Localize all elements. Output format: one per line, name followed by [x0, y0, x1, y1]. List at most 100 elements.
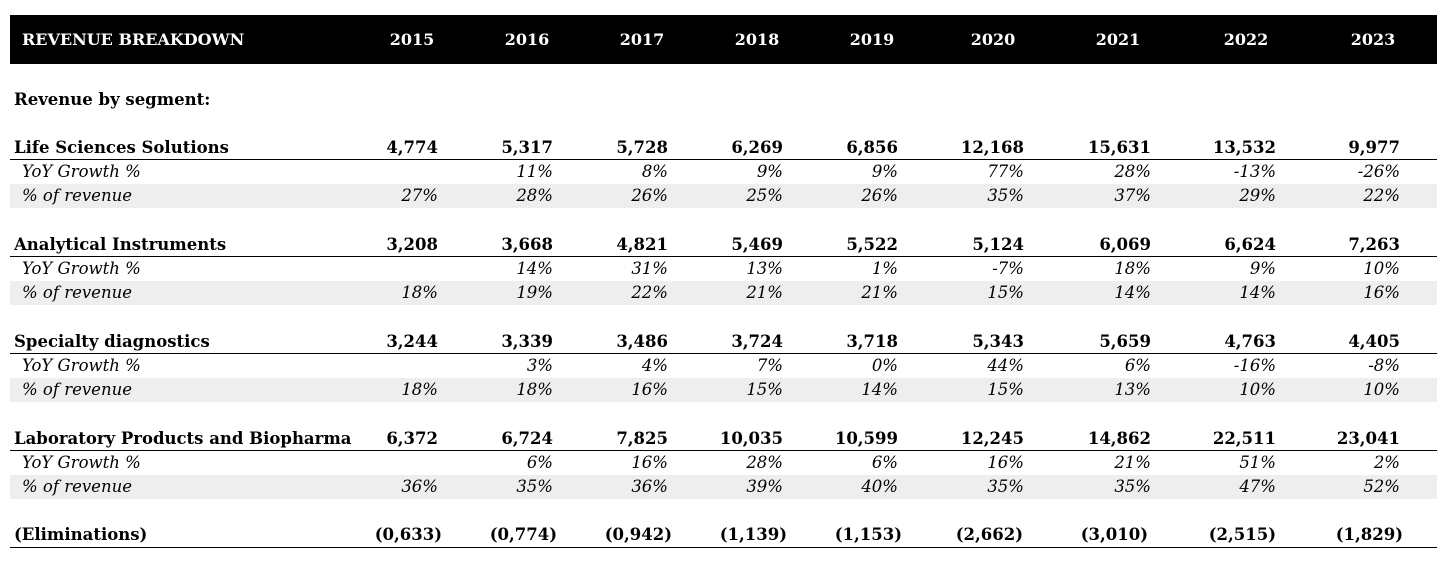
revenue-share-value: 36% [401, 477, 438, 496]
eliminations-value: (2,515) [1208, 525, 1276, 544]
year-header: 2021 [1095, 30, 1141, 49]
yoy-growth-row: YoY Growth % 3% 4% 7% 0% 44% 6% -16% -8% [10, 354, 1437, 378]
revenue-share-value: 40% [861, 477, 898, 496]
revenue-share-value: 29% [1239, 186, 1276, 205]
revenue-value: 7,825 [616, 429, 668, 448]
yoy-growth-value: 9% [1249, 259, 1276, 278]
yoy-growth-value: 7% [756, 356, 783, 375]
yoy-growth-value: 21% [1114, 453, 1151, 472]
yoy-growth-label: YoY Growth % [22, 259, 141, 278]
revenue-share-value: 27% [401, 186, 438, 205]
table-title: REVENUE BREAKDOWN [22, 30, 245, 49]
revenue-share-row: % of revenue 18% 18% 16% 15% 14% 15% 13% 10% 10% [10, 378, 1437, 402]
revenue-share-label: % of revenue [22, 186, 132, 205]
revenue-share-value: 16% [1363, 283, 1400, 302]
revenue-share-value: 52% [1363, 477, 1400, 496]
yoy-growth-value: 44% [987, 356, 1024, 375]
yoy-growth-value: 31% [631, 259, 668, 278]
segment-revenue-row: Laboratory Products and Biopharma Se 6,37… [10, 427, 1437, 451]
yoy-growth-value: 77% [987, 162, 1024, 181]
revenue-share-value: 39% [746, 477, 783, 496]
revenue-breakdown-table: REVENUE BREAKDOWN 2015 2016 2017 2018 20… [10, 15, 1437, 548]
revenue-value: 22,511 [1212, 429, 1276, 448]
revenue-value: 15,631 [1087, 138, 1151, 157]
yoy-growth-value: 51% [1239, 453, 1276, 472]
segment-name: Specialty diagnostics [14, 332, 210, 351]
revenue-share-value: 21% [861, 283, 898, 302]
revenue-value: 23,041 [1336, 429, 1400, 448]
yoy-growth-value: 6% [1124, 356, 1151, 375]
revenue-value: 5,469 [731, 235, 783, 254]
eliminations-value: (1,139) [719, 525, 787, 544]
revenue-share-value: 47% [1239, 477, 1276, 496]
revenue-share-value: 35% [987, 186, 1024, 205]
revenue-share-value: 15% [746, 380, 783, 399]
segment-name: Life Sciences Solutions [14, 138, 229, 157]
yoy-growth-value: 4% [641, 356, 668, 375]
yoy-growth-value: 14% [516, 259, 553, 278]
revenue-share-value: 14% [1239, 283, 1276, 302]
segment-name: Laboratory Products and Biopharma Se [14, 429, 356, 448]
yoy-growth-value: -8% [1368, 356, 1400, 375]
yoy-growth-label: YoY Growth % [22, 453, 141, 472]
revenue-share-value: 22% [631, 283, 668, 302]
yoy-growth-row: YoY Growth % 14% 31% 13% 1% -7% 18% 9% 10% [10, 257, 1437, 281]
revenue-value: 10,035 [719, 429, 783, 448]
revenue-share-row: % of revenue 36% 35% 36% 39% 40% 35% 35% 47% 52% [10, 475, 1437, 499]
year-header: 2017 [619, 30, 665, 49]
yoy-growth-value: 28% [1114, 162, 1151, 181]
yoy-growth-value: 10% [1363, 259, 1400, 278]
yoy-growth-value: -26% [1357, 162, 1400, 181]
revenue-value: 4,405 [1348, 332, 1400, 351]
revenue-share-value: 35% [987, 477, 1024, 496]
revenue-value: 3,724 [731, 332, 783, 351]
eliminations-value: (1,153) [834, 525, 902, 544]
section-label-row: Revenue by segment: [10, 88, 1437, 112]
revenue-share-label: % of revenue [22, 477, 132, 496]
yoy-growth-value: 8% [641, 162, 668, 181]
revenue-share-value: 19% [516, 283, 553, 302]
revenue-share-value: 15% [987, 283, 1024, 302]
revenue-value: 6,856 [846, 138, 898, 157]
year-header: 2022 [1223, 30, 1269, 49]
revenue-value: 3,208 [386, 235, 438, 254]
revenue-share-value: 14% [1114, 283, 1151, 302]
yoy-growth-value: -13% [1233, 162, 1276, 181]
yoy-growth-value: 16% [631, 453, 668, 472]
yoy-growth-value: 9% [871, 162, 898, 181]
yoy-growth-label: YoY Growth % [22, 356, 141, 375]
revenue-share-value: 28% [516, 186, 553, 205]
yoy-growth-value: 9% [756, 162, 783, 181]
revenue-value: 6,624 [1224, 235, 1276, 254]
revenue-value: 6,372 [386, 429, 438, 448]
revenue-share-value: 10% [1363, 380, 1400, 399]
revenue-share-value: 25% [746, 186, 783, 205]
revenue-share-label: % of revenue [22, 283, 132, 302]
eliminations-value: (0,774) [489, 525, 557, 544]
segment-revenue-row: Specialty diagnostics 3,244 3,339 3,486 3,72… [10, 330, 1437, 354]
table-header: REVENUE BREAKDOWN 2015 2016 2017 2018 20… [10, 15, 1437, 64]
revenue-value: 4,821 [616, 235, 668, 254]
revenue-share-value: 26% [631, 186, 668, 205]
yoy-growth-value: 18% [1114, 259, 1151, 278]
revenue-value: 4,774 [386, 138, 438, 157]
revenue-value: 3,718 [846, 332, 898, 351]
revenue-value: 6,069 [1099, 235, 1151, 254]
yoy-growth-row: YoY Growth % 11% 8% 9% 9% 77% 28% -13% -26% [10, 160, 1437, 184]
eliminations-value: (2,662) [955, 525, 1023, 544]
revenue-value: 13,532 [1212, 138, 1276, 157]
yoy-growth-value: 0% [871, 356, 898, 375]
revenue-share-value: 15% [987, 380, 1024, 399]
revenue-value: 14,862 [1087, 429, 1151, 448]
revenue-share-value: 21% [746, 283, 783, 302]
revenue-value: 6,269 [731, 138, 783, 157]
yoy-growth-value: 13% [746, 259, 783, 278]
revenue-value: 5,659 [1099, 332, 1151, 351]
yoy-growth-value: 1% [871, 259, 898, 278]
year-header: 2018 [734, 30, 780, 49]
revenue-value: 12,168 [960, 138, 1024, 157]
yoy-growth-value: 6% [871, 453, 898, 472]
revenue-share-row: % of revenue 27% 28% 26% 25% 26% 35% 37% 29% 22% [10, 184, 1437, 208]
revenue-value: 5,343 [972, 332, 1024, 351]
revenue-value: 12,245 [960, 429, 1024, 448]
